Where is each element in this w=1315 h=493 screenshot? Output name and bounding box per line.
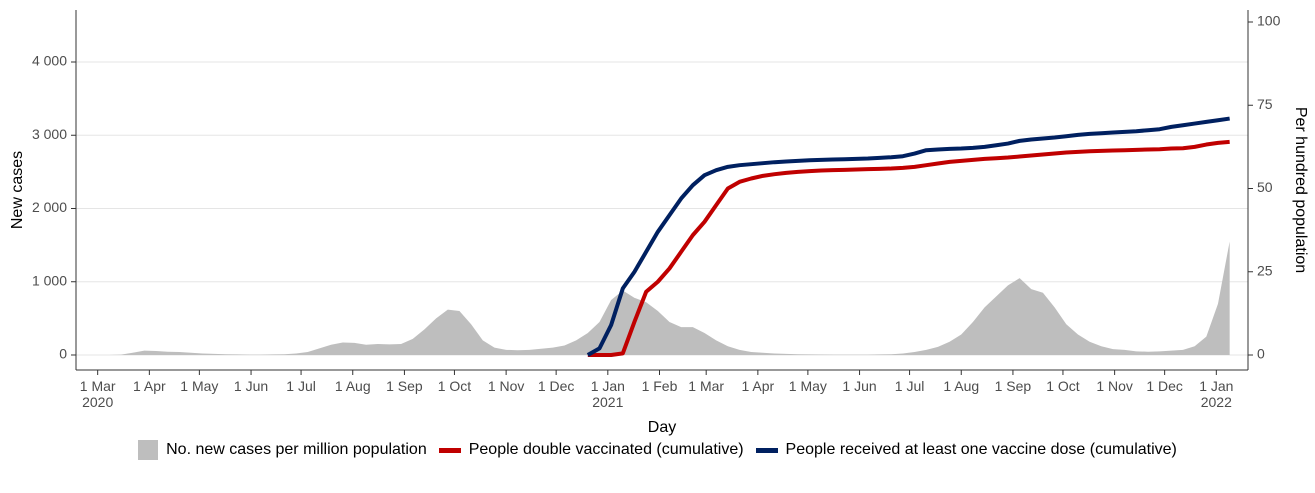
x-tick-label: 1 Aug xyxy=(334,378,371,394)
x-axis-title: Day xyxy=(648,419,676,436)
x-tick-label: 1 Apr xyxy=(741,378,775,394)
y2-tick-label: 100 xyxy=(1257,13,1281,29)
data-layer xyxy=(97,116,1230,358)
x-tick-label: 1 Mar 2020 xyxy=(79,378,116,410)
legend-label: People double vaccinated (cumulative) xyxy=(468,441,744,458)
x-tick-label: 1 Aug xyxy=(943,378,980,394)
legend-label: People received at least one vaccine dos… xyxy=(785,441,1177,458)
x-tick-label: 1 Jan 2021 xyxy=(590,378,625,410)
y2-tick-label: 50 xyxy=(1257,179,1273,195)
legend: No. new cases per million population Peop… xyxy=(0,440,1315,460)
x-tick-label: 1 Dec xyxy=(537,378,575,394)
x-tick-label: 1 Jul xyxy=(286,378,316,394)
x-tick-label: 1 Jul xyxy=(894,378,925,394)
y2-tick-label: 0 xyxy=(1257,346,1265,362)
y-tick-label: 2 000 xyxy=(32,199,67,215)
y-tick-label: 4 000 xyxy=(32,53,67,69)
grid xyxy=(76,61,1248,356)
legend-swatch xyxy=(438,447,461,453)
x-tick-label: 1 Sep xyxy=(386,378,423,394)
x-tick-label: 1 May xyxy=(180,378,219,394)
y-tick-label: 1 000 xyxy=(32,272,67,288)
x-tick-label: 1 May xyxy=(788,378,827,394)
x-tick-label: 1 Apr xyxy=(132,378,166,394)
vaccine-line xyxy=(587,139,1230,358)
y-tick-label: 0 xyxy=(59,346,67,362)
x-tick-label: 1 Jan 2022 xyxy=(1199,378,1234,410)
y2-tick-label: 75 xyxy=(1257,96,1273,112)
legend-swatch xyxy=(138,440,159,460)
x-tick-label: 1 Sep xyxy=(994,378,1032,394)
y-axis-title: New cases xyxy=(9,151,26,229)
x-tick-label: 1 Oct xyxy=(1046,378,1080,394)
x-tick-label: 1 Nov xyxy=(487,378,525,394)
cases-area xyxy=(97,241,1230,355)
legend-label: No. new cases per million population xyxy=(166,441,427,458)
legend-item: No. new cases per million population xyxy=(138,440,427,460)
vaccine-line xyxy=(586,116,1230,357)
y2-tick-label: 25 xyxy=(1257,262,1273,278)
legend-item: People double vaccinated (cumulative) xyxy=(438,440,744,460)
legend-item: People received at least one vaccine dos… xyxy=(755,440,1177,460)
y2-axis-title: Per hundred population xyxy=(1292,107,1309,273)
x-tick-label: 1 Jun xyxy=(233,378,269,394)
x-tick-label: 1 Mar xyxy=(688,378,725,394)
x-tick-label: 1 Jun xyxy=(842,378,877,394)
x-tick-label: 1 Nov xyxy=(1096,378,1133,394)
x-tick-label: 1 Oct xyxy=(437,378,472,394)
y-tick-label: 3 000 xyxy=(32,126,67,142)
x-tick-label: 1 Feb xyxy=(641,378,678,394)
x-tick-label: 1 Dec xyxy=(1146,378,1183,394)
legend-swatch xyxy=(755,447,778,453)
